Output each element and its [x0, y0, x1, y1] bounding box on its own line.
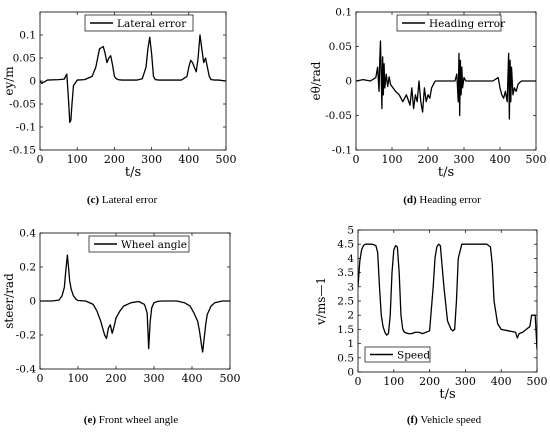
y-tick-label: 0	[345, 76, 352, 88]
y-tick-label: 3	[347, 281, 354, 293]
x-tick-label: 0	[355, 375, 362, 388]
y-tick-label: 2.5	[337, 296, 354, 308]
y-tick-label: 2	[347, 310, 354, 322]
caption-text: Front wheel angle	[98, 414, 179, 426]
y-tick-label: 5	[347, 225, 354, 237]
x-tick-label: 100	[68, 372, 89, 385]
y-tick-label: -0.4	[16, 364, 37, 376]
y-tick-label: -0.1	[332, 145, 352, 157]
legend-label: Speed	[397, 349, 430, 361]
y-tick-label: 3.5	[337, 267, 354, 279]
series-line	[358, 243, 537, 350]
caption-letter: (d)	[403, 194, 417, 206]
x-axis-label: t/s	[438, 165, 454, 180]
x-tick-label: 500	[527, 375, 548, 388]
x-tick-label: 400	[182, 372, 203, 385]
x-tick-label: 400	[178, 153, 199, 166]
legend-label: Wheel angle	[121, 239, 187, 251]
caption-text: Vehicle speed	[420, 414, 482, 426]
y-tick-label: 0.1	[335, 7, 352, 19]
y-tick-label: 0	[29, 76, 36, 88]
y-tick-label: 0	[29, 296, 36, 308]
x-tick-label: 400	[491, 375, 512, 388]
caption-d: (d) Heading error	[342, 194, 542, 206]
heading-error-chart: 0 100 200 300 400 500 -0.1 -0.05 0 0.05 0.1 t/s eθ/r…	[309, 7, 547, 181]
x-tick-label: 500	[216, 153, 237, 166]
legend-box	[88, 235, 190, 253]
y-tick-label: 1	[347, 338, 354, 350]
y-tick-label: 0.1	[19, 30, 36, 42]
y-tick-label: 1.5	[337, 324, 354, 336]
y-axis-label: v/ms—1	[314, 277, 328, 326]
y-tick-label: 4	[347, 253, 354, 265]
caption-letter: (c)	[86, 194, 100, 206]
y-axis-label: eθ/rad	[309, 61, 323, 100]
x-tick-label: 0	[353, 153, 360, 166]
x-tick-label: 300	[144, 372, 165, 385]
legend-label: Lateral error	[117, 18, 187, 30]
x-tick-label: 300	[141, 153, 162, 166]
y-tick-label: -0.15	[9, 145, 36, 157]
series-line	[40, 34, 226, 124]
y-tick-label: 4.5	[337, 239, 354, 251]
y-tick-label: 0.05	[329, 41, 352, 53]
y-tick-label: 0.05	[13, 53, 36, 65]
caption-f: (f) Vehicle speed	[344, 414, 544, 426]
series-line	[40, 254, 230, 353]
y-axis-label: ey/m	[2, 66, 16, 96]
y-axis-label: steer/rad	[2, 273, 16, 329]
y-tick-label: -0.2	[16, 330, 36, 342]
x-tick-label: 200	[104, 153, 125, 166]
y-tick-label: 0.2	[19, 262, 36, 274]
x-tick-label: 300	[454, 153, 475, 166]
x-tick-label: 500	[526, 153, 547, 166]
x-tick-label: 200	[418, 153, 439, 166]
y-tick-label: -0.1	[16, 122, 36, 134]
legend-box	[396, 14, 502, 32]
y-tick-label: 0.4	[19, 228, 36, 240]
caption-letter: (e)	[83, 414, 97, 426]
legend-box	[84, 14, 194, 32]
y-tick-label: -0.05	[325, 110, 352, 122]
caption-text: Heading error	[419, 194, 481, 206]
caption-e: (e) Front wheel angle	[31, 414, 231, 426]
caption-text: Lateral error	[101, 194, 158, 206]
vehicle-speed-chart: 0 100 200 300 400 50000.511.522.533.544.55t/s…	[314, 225, 548, 403]
x-tick-label: 0	[37, 372, 44, 385]
x-axis-label: t/s	[125, 165, 141, 180]
x-tick-label: 100	[67, 153, 88, 166]
y-tick-label: -0.05	[9, 99, 36, 111]
legend-label: Heading error	[429, 18, 506, 30]
y-tick-label: 0	[347, 367, 354, 379]
x-tick-label: 0	[37, 153, 44, 166]
series-line	[356, 40, 536, 120]
x-tick-label: 200	[106, 372, 127, 385]
y-tick-label: 0.5	[337, 352, 354, 364]
caption-letter: (f)	[406, 414, 418, 426]
x-tick-label: 100	[383, 375, 404, 388]
x-tick-label: 300	[455, 375, 476, 388]
caption-c: (c) Lateral error	[22, 194, 222, 206]
x-tick-label: 400	[490, 153, 511, 166]
front-wheel-angle-chart: 0 100 200 300 400 500 -0.4 -0.2 0 0.2 0.4 steer/rad…	[2, 228, 241, 386]
x-tick-label: 500	[220, 372, 241, 385]
lateral-error-chart: 0 100 200 300 400 500 -0.15 -0.1 -0.05 0 0.05 0.1 t/…	[2, 11, 237, 180]
legend-box	[364, 346, 431, 363]
x-axis-label: t/s	[439, 387, 455, 402]
x-tick-label: 100	[382, 153, 403, 166]
x-tick-label: 200	[419, 375, 440, 388]
